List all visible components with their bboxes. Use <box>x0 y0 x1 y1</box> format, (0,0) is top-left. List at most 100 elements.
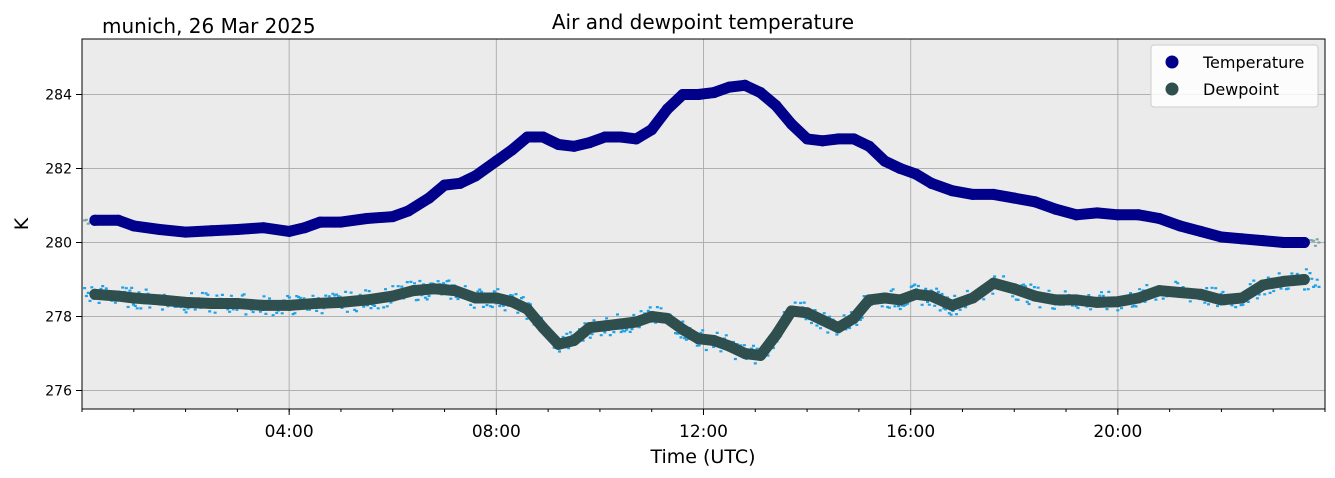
series-dewpoint-point <box>387 290 399 302</box>
chart-subtitle: munich, 26 Mar 2025 <box>102 14 316 38</box>
series-temperature-point <box>1236 233 1248 245</box>
x-axis-label: Time (UTC) <box>649 446 755 468</box>
series-dewpoint-line <box>89 274 1310 361</box>
series-temperature-point <box>599 131 611 143</box>
series-dewpoint-point <box>946 299 958 311</box>
series-dewpoint-point <box>801 307 813 319</box>
y-tick-label: 278 <box>45 310 72 326</box>
series-dewpoint-point <box>988 277 999 289</box>
series-temperature-point <box>112 214 124 226</box>
series-temperature-point <box>770 100 782 112</box>
series-temperature-point <box>490 155 502 167</box>
legend-marker-temperature <box>1165 55 1179 69</box>
series-dewpoint-point <box>1278 275 1290 287</box>
series-temperature-point <box>786 118 797 130</box>
x-tick-label: 16:00 <box>886 422 935 442</box>
series-dewpoint-point <box>1029 290 1041 302</box>
series-dewpoint-point <box>180 296 192 308</box>
y-tick-label: 280 <box>45 236 72 252</box>
series-dewpoint-point <box>1298 274 1310 285</box>
series-dewpoint-point <box>863 294 875 306</box>
series-dewpoint-point <box>335 296 347 308</box>
series-temperature-point <box>314 216 326 228</box>
series-dewpoint-point <box>154 294 166 306</box>
series-dewpoint-point <box>1091 296 1103 308</box>
series-temperature-point <box>231 224 243 235</box>
series-temperature-point <box>801 133 813 145</box>
legend-box <box>1150 44 1319 108</box>
series-temperature-point <box>470 170 482 182</box>
series-dewpoint-point <box>506 296 518 308</box>
series-dewpoint-point <box>1050 294 1062 306</box>
series-dewpoint-point <box>1195 288 1207 300</box>
series-temperature-point <box>454 177 466 189</box>
series-temperature-point <box>89 214 101 226</box>
series-temperature-point <box>1174 220 1186 232</box>
y-tick-label: 276 <box>45 384 72 400</box>
series-temperature-point <box>1008 192 1020 204</box>
ticks: 04:00 08:00 12:00 16:00 20:00 276 278 280 282 284 <box>45 88 1326 442</box>
series-temperature-point <box>206 225 217 237</box>
series-dewpoint-point <box>490 292 502 304</box>
series-temperature-point <box>817 135 829 147</box>
series-dewpoint-point <box>615 318 627 330</box>
series-temperature-point <box>646 124 658 136</box>
series-dewpoint-point <box>568 335 580 346</box>
series-dewpoint-point <box>661 312 673 324</box>
series-temperature-point <box>387 211 399 223</box>
series-temperature-point <box>925 177 937 189</box>
series-temperature-point <box>1112 209 1124 221</box>
series-temperature-point <box>154 224 166 235</box>
series-temperature-point <box>568 140 580 152</box>
x-tick-label: 04:00 <box>265 422 314 442</box>
series-temperature-point <box>967 188 979 200</box>
series-temperature-point <box>988 188 999 200</box>
series-dewpoint-point <box>361 294 373 306</box>
series-dewpoint-point <box>89 288 101 300</box>
series-dewpoint-point <box>537 322 549 334</box>
legend-label-dewpoint: Dewpoint <box>1203 80 1279 99</box>
series-dewpoint-point <box>630 316 642 328</box>
series-dewpoint-point <box>1133 292 1144 304</box>
series-dewpoint-point <box>910 288 922 300</box>
series-dewpoint-point <box>1112 296 1124 308</box>
series-dewpoint-point <box>521 303 533 315</box>
y-tick-label: 284 <box>45 88 72 104</box>
series-dewpoint-point <box>599 320 611 332</box>
series-layer <box>89 79 1310 361</box>
series-dewpoint-point <box>283 299 295 311</box>
chart-title: Air and dewpoint temperature <box>552 10 854 34</box>
series-temperature-point <box>1298 237 1310 248</box>
series-temperature-point <box>1195 225 1207 237</box>
series-temperature-point <box>402 205 414 217</box>
series-dewpoint-point <box>879 292 891 304</box>
series-temperature-point <box>661 103 673 115</box>
series-dewpoint-point <box>309 298 321 309</box>
series-dewpoint-point <box>925 290 937 302</box>
series-temperature-point <box>506 144 518 156</box>
series-dewpoint-point <box>128 292 140 304</box>
series-dewpoint-point <box>677 324 689 335</box>
series-dewpoint-point <box>1174 287 1186 298</box>
series-temperature-point <box>708 87 720 99</box>
series-dewpoint-point <box>817 314 829 326</box>
series-dewpoint-point <box>1257 279 1269 291</box>
series-temperature-point <box>1050 203 1062 215</box>
series-temperature-point <box>848 133 860 145</box>
series-temperature-point <box>1278 237 1290 248</box>
series-dewpoint-point <box>832 322 844 334</box>
series-temperature-point <box>677 89 689 100</box>
series-dewpoint-point <box>692 333 704 345</box>
series-temperature-point <box>299 222 311 234</box>
series-temperature-point <box>1153 213 1165 224</box>
series-dewpoint-point <box>723 340 735 352</box>
series-dewpoint-point <box>112 290 124 302</box>
series-dewpoint-point <box>408 285 419 297</box>
legend: Temperature Dewpoint <box>1150 44 1319 108</box>
series-dewpoint-point <box>1070 294 1082 306</box>
series-temperature-point <box>630 133 642 145</box>
series-dewpoint-point <box>646 311 658 322</box>
series-dewpoint-point <box>1153 285 1165 297</box>
series-temperature-point <box>257 222 269 234</box>
